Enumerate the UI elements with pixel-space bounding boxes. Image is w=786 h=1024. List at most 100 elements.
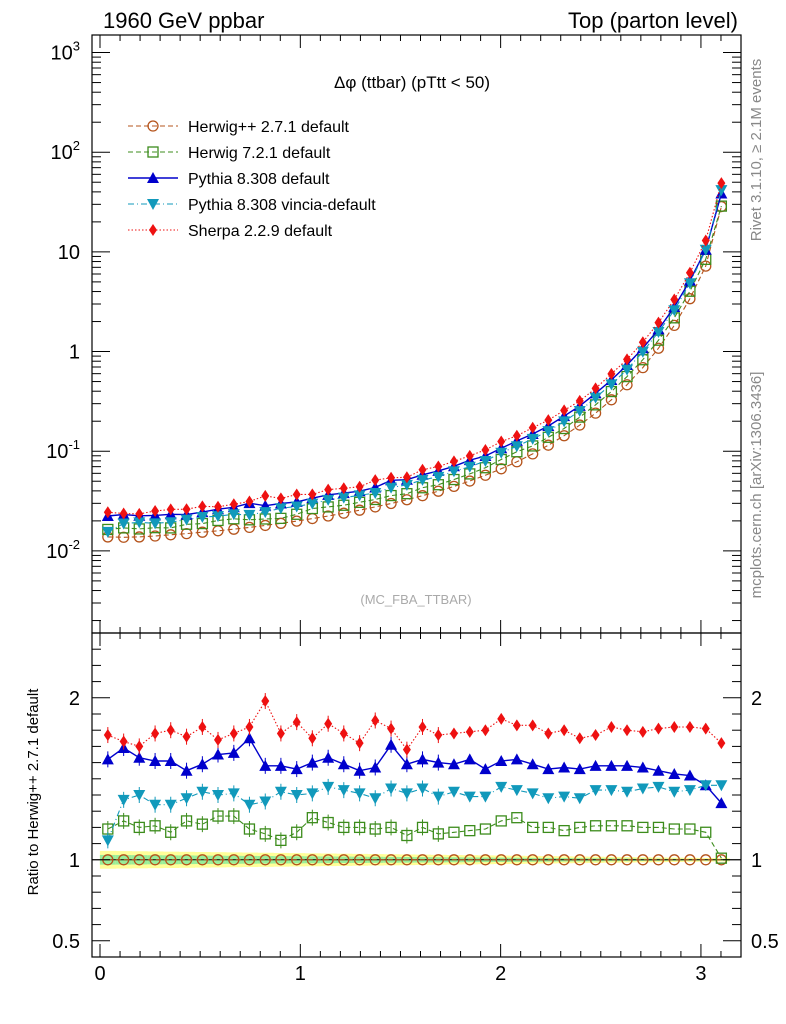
ratio-point-pythia-8-308-vincia-default [149,799,162,811]
ratio-point-pythia-8-308-vincia-default [180,793,193,805]
ratio-point-herwig-7-2-1-default [385,821,397,834]
data-point-pythia-8-308-vincia-default [463,461,476,473]
data-point-herwig-2-7-1-default [542,439,554,451]
ratio-point-sherpa-2-2-9-default [229,727,238,740]
data-point-sherpa-2-2-9-default [371,474,380,487]
data-point-sherpa-2-2-9-default [339,482,348,495]
ratio-point-pythia-8-308-vincia-default [715,780,728,792]
y-tick-label: 10-2 [46,537,80,563]
ratio-point-herwig-2-7-1-default [479,854,492,866]
ratio-line-herwig-7-2-1-default [107,815,722,859]
ratio-point-pythia-8-308-vincia-default [227,788,240,800]
ratio-point-pythia-8-308-default [290,763,303,775]
ratio-point-sherpa-2-2-9-default [512,719,521,732]
ratio-point-pythia-8-308-vincia-default [573,793,586,805]
data-point-pythia-8-308-vincia-default [290,501,303,513]
ratio-point-sherpa-2-2-9-default [685,720,694,733]
data-point-pythia-8-308-vincia-default [274,503,287,515]
x-tick-label: 0 [94,963,105,985]
ratio-point-pythia-8-308-vincia-default [558,791,571,803]
data-point-herwig-2-7-1-default [369,501,381,513]
data-point-sherpa-2-2-9-default [151,505,160,518]
ratio-point-herwig-2-7-1-default [448,854,460,866]
data-point-pythia-8-308-vincia-default [117,518,130,530]
ratio-point-pythia-8-308-default [369,761,382,773]
ratio-point-herwig-7-2-1-default [527,821,539,834]
ratio-point-sherpa-2-2-9-default [324,717,333,730]
ratio-point-herwig-7-2-1-default [149,820,161,832]
ratio-y-tick-label-right: 1 [751,850,762,872]
ratio-point-sherpa-2-2-9-default [638,725,647,738]
data-point-herwig-2-7-1-default [464,475,476,487]
data-point-sherpa-2-2-9-default [402,471,411,484]
data-point-herwig-2-7-1-default [338,507,350,519]
ratio-point-herwig-2-7-1-default [243,854,256,866]
ratio-point-pythia-8-308-default [447,758,460,770]
data-point-sherpa-2-2-9-default [245,495,254,508]
ratio-y-tick-label-left: 1 [69,850,80,872]
ratio-point-pythia-8-308-vincia-default [400,788,413,800]
legend-marker-herwig-2-7-1-default [147,120,159,132]
ratio-point-pythia-8-308-vincia-default [542,793,555,805]
ratio-point-sherpa-2-2-9-default [497,712,506,725]
data-point-pythia-8-308-vincia-default [133,517,146,529]
legend-marker-pythia-8-308-vincia-default [147,199,159,210]
series-line-pythia-8-308-vincia-default [107,190,722,533]
data-point-herwig-2-7-1-default [589,407,602,419]
ratio-point-pythia-8-308-default [353,764,366,776]
data-point-herwig-2-7-1-default [527,448,539,460]
ratio-point-pythia-8-308-default [180,764,193,776]
ratio-point-herwig-7-2-1-default [117,815,130,827]
series-line-herwig-7-2-1-default [107,205,722,531]
ratio-point-pythia-8-308-default [385,738,398,750]
data-point-pythia-8-308-vincia-default [243,509,256,521]
ratio-point-pythia-8-308-default [133,751,146,763]
ratio-point-herwig-7-2-1-default [558,824,570,837]
data-point-sherpa-2-2-9-default [292,488,301,501]
ratio-point-pythia-8-308-default [605,759,618,771]
ratio-point-pythia-8-308-vincia-default [447,786,460,798]
ratio-point-pythia-8-308-default [432,756,445,768]
ratio-point-herwig-2-7-1-default [306,854,318,866]
ratio-point-herwig-2-7-1-default [432,854,444,866]
ratio-point-pythia-8-308-default [101,753,114,765]
data-point-herwig-2-7-1-default [196,526,209,538]
data-point-herwig-2-7-1-default [700,260,712,272]
ratio-point-herwig-7-2-1-default [464,824,476,837]
ratio-point-sherpa-2-2-9-default [623,724,632,737]
ratio-point-pythia-8-308-vincia-default [196,786,209,798]
data-point-sherpa-2-2-9-default [308,488,317,501]
data-point-pythia-8-308-vincia-default [149,518,162,530]
data-point-pythia-8-308-vincia-default [652,327,665,339]
ratio-point-herwig-7-2-1-default [196,818,209,830]
ratio-point-sherpa-2-2-9-default [166,724,175,737]
ratio-point-pythia-8-308-default [558,761,571,773]
legend-label-pythia-8-308-default: Pythia 8.308 default [188,171,330,188]
ratio-point-herwig-2-7-1-default [196,854,209,866]
ratio-point-herwig-7-2-1-default [338,821,350,834]
ratio-point-pythia-8-308-vincia-default [337,785,350,797]
data-point-pythia-8-308-vincia-default [495,447,508,459]
ratio-point-herwig-7-2-1-default [605,820,618,832]
x-tick-label: 2 [495,963,506,985]
rivet-version-label: Rivet 3.1.10, ≥ 2.1M events [748,59,765,242]
ratio-point-pythia-8-308-vincia-default [117,794,130,806]
ratio-point-sherpa-2-2-9-default [560,724,569,737]
x-tick-label: 3 [695,963,706,985]
legend-label-herwig-7-2-1-default: Herwig 7.2.1 default [188,145,331,162]
ratio-point-pythia-8-308-default [149,754,162,766]
ratio-point-herwig-2-7-1-default [228,854,240,866]
data-point-sherpa-2-2-9-default [670,293,679,306]
data-point-herwig-2-7-1-default [259,519,271,532]
x-tick-label: 1 [295,963,306,985]
legend-marker-pythia-8-308-default [147,172,159,183]
ratio-point-sherpa-2-2-9-default [434,729,443,742]
data-point-sherpa-2-2-9-default [654,316,663,329]
ratio-y-tick-label-left: 0.5 [52,931,80,953]
ratio-point-sherpa-2-2-9-default [402,743,411,756]
ratio-point-herwig-2-7-1-default [637,854,649,866]
data-point-pythia-8-308-vincia-default [369,487,382,499]
data-point-pythia-8-308-vincia-default [353,490,366,502]
data-point-sherpa-2-2-9-default [119,507,128,520]
